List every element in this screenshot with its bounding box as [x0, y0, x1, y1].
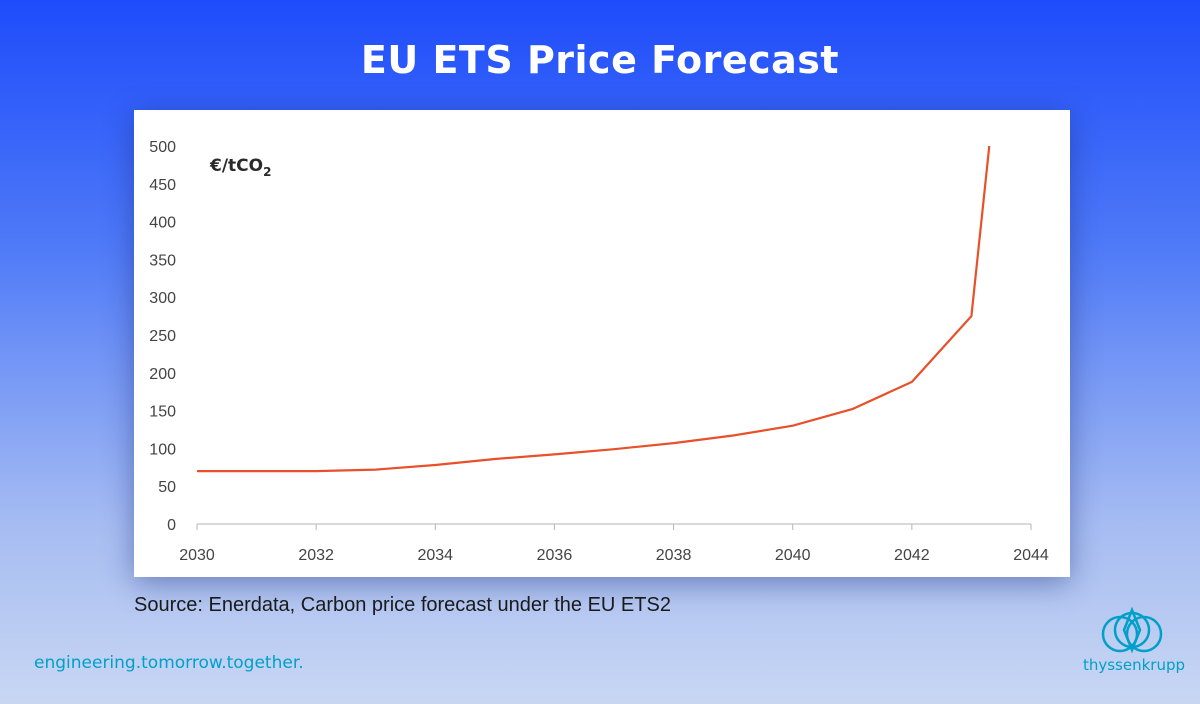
x-tick-label: 2044: [1013, 547, 1049, 564]
y-tick-label: 450: [149, 177, 176, 194]
y-tick-label: 150: [149, 404, 176, 421]
x-tick-label: 2034: [417, 547, 453, 564]
source-note: Source: Enerdata, Carbon price forecast …: [134, 594, 671, 616]
y-tick-label: 0: [167, 517, 176, 534]
x-tick-label: 2042: [894, 547, 930, 564]
y-axis: 0 50 100 150 200 250 300 350 400 450 500: [149, 139, 176, 534]
series-group: [197, 145, 991, 473]
y-tick-label: 500: [149, 139, 176, 156]
y-axis-unit-label: €/tCO2: [209, 156, 271, 179]
thyssenkrupp-logo-icon: [1101, 606, 1163, 654]
y-tick-label: 400: [149, 215, 176, 232]
price-series-line: [197, 145, 991, 473]
page-title: EU ETS Price Forecast: [360, 38, 840, 82]
y-tick-label: 50: [158, 479, 176, 496]
x-axis: 2030 2032 2034 2036 2038 2040 2042 2044: [179, 524, 1049, 564]
brand-name: thyssenkrupp: [1082, 656, 1186, 674]
chart-card: 0 50 100 150 200 250 300 350 400 450 500 2030 2032 2…: [134, 110, 1070, 577]
y-tick-label: 300: [149, 290, 176, 307]
x-tick-label: 2032: [298, 547, 334, 564]
x-tick-label: 2030: [179, 547, 215, 564]
x-tick-label: 2040: [775, 547, 811, 564]
y-tick-label: 100: [149, 441, 176, 458]
y-tick-label: 250: [149, 328, 176, 345]
tagline: engineering.tomorrow.together.: [34, 653, 304, 673]
y-tick-label: 350: [149, 252, 176, 269]
x-tick-label: 2036: [537, 547, 573, 564]
y-tick-label: 200: [149, 366, 176, 383]
x-tick-label: 2038: [656, 547, 692, 564]
